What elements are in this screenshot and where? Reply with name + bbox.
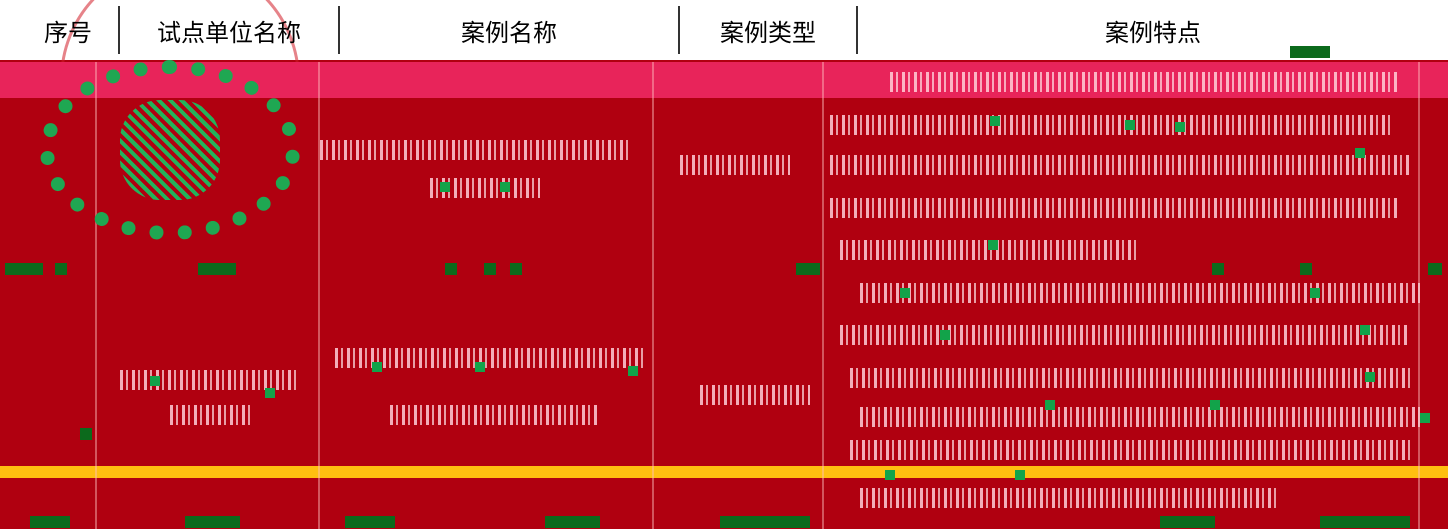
green-artifact — [1428, 263, 1442, 275]
column-divider — [822, 62, 824, 529]
green-artifact — [1310, 288, 1320, 298]
green-artifact — [265, 388, 275, 398]
garbled-text-line — [830, 198, 1400, 218]
green-artifact — [185, 516, 240, 528]
green-artifact — [372, 362, 382, 372]
garbled-text-line — [830, 115, 1390, 135]
green-artifact — [900, 288, 910, 298]
green-artifact — [885, 470, 895, 480]
green-artifact — [628, 366, 638, 376]
green-artifact — [545, 516, 600, 528]
table-header-row: 序号 试点单位名称 案例名称 案例类型 案例特点 — [0, 0, 1448, 200]
garbled-text-line — [860, 407, 1420, 427]
corrupted-band-yellow — [0, 466, 1448, 478]
green-artifact — [5, 263, 43, 275]
garbled-text-line — [120, 370, 300, 390]
green-artifact — [1212, 263, 1224, 275]
green-artifact — [510, 263, 522, 275]
garbled-text-line — [860, 283, 1420, 303]
green-artifact — [1365, 372, 1375, 382]
green-artifact — [1015, 470, 1025, 480]
header-index: 序号 — [44, 18, 92, 47]
green-artifact — [1290, 46, 1330, 58]
green-artifact — [1300, 263, 1312, 275]
green-artifact — [1125, 120, 1135, 130]
header-case-features: 案例特点 — [856, 6, 1448, 54]
green-artifact — [80, 428, 92, 440]
header-case-name: 案例名称 — [338, 6, 678, 54]
garbled-text-line — [680, 155, 790, 175]
garbled-text-line — [830, 155, 1410, 175]
garbled-text-line — [430, 178, 540, 198]
green-artifact — [988, 240, 998, 250]
garbled-text-line — [320, 140, 630, 160]
green-artifact — [445, 263, 457, 275]
garbled-text-line — [700, 385, 810, 405]
green-artifact — [1420, 413, 1430, 423]
green-artifact — [1355, 148, 1365, 158]
green-artifact — [720, 516, 810, 528]
header-unit-name: 试点单位名称 — [118, 6, 338, 54]
green-artifact — [345, 516, 395, 528]
garbled-text-line — [840, 325, 1410, 345]
garbled-text-line — [335, 348, 645, 368]
green-artifact — [475, 362, 485, 372]
column-divider — [95, 62, 97, 529]
garbled-text-line — [890, 72, 1400, 92]
green-artifact — [198, 263, 236, 275]
green-artifact — [1045, 400, 1055, 410]
green-artifact — [1210, 400, 1220, 410]
green-artifact — [1320, 516, 1410, 528]
garbled-text-line — [840, 240, 1140, 260]
green-artifact — [940, 330, 950, 340]
garbled-text-line — [850, 440, 1410, 460]
garbled-text-line — [390, 405, 600, 425]
green-artifact — [1160, 516, 1215, 528]
green-artifact — [990, 116, 1000, 126]
garbled-text-line — [170, 405, 250, 425]
seal-emblem-image — [40, 60, 300, 240]
column-divider — [652, 62, 654, 529]
green-artifact — [1175, 122, 1185, 132]
green-artifact — [500, 182, 510, 192]
green-artifact — [150, 376, 160, 386]
seal-emblem-core — [120, 100, 220, 200]
green-artifact — [440, 182, 450, 192]
garbled-text-line — [860, 488, 1280, 508]
green-artifact — [484, 263, 496, 275]
green-artifact — [796, 263, 820, 275]
garbled-text-line — [850, 368, 1410, 388]
green-artifact — [30, 516, 70, 528]
green-artifact — [1360, 325, 1370, 335]
green-artifact — [55, 263, 67, 275]
header-case-type: 案例类型 — [678, 6, 856, 54]
column-divider — [318, 62, 320, 529]
